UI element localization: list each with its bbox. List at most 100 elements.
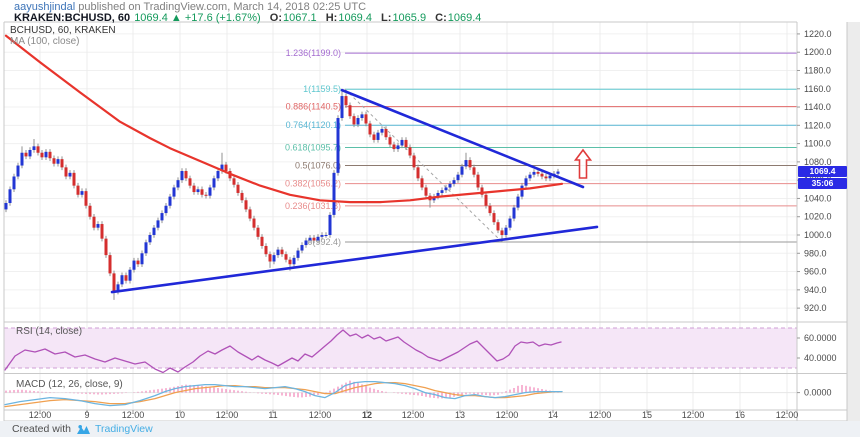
candle bbox=[188, 178, 192, 186]
candle bbox=[368, 123, 372, 135]
candle bbox=[12, 176, 16, 190]
candle bbox=[268, 254, 272, 262]
tradingview-link[interactable]: TradingView bbox=[76, 421, 153, 437]
price-tick-label: 940.0 bbox=[804, 285, 827, 295]
candle bbox=[512, 207, 516, 219]
candle bbox=[504, 227, 508, 235]
candle bbox=[20, 152, 24, 166]
fib-level-label: 0(992.4) bbox=[307, 237, 341, 247]
candle bbox=[184, 171, 188, 179]
change-up-arrow-icon: ▲ bbox=[170, 12, 182, 24]
time-tick-label: 12:00 bbox=[589, 410, 612, 420]
candle bbox=[344, 96, 348, 106]
candle bbox=[240, 192, 244, 201]
price-tick-label: 1040.0 bbox=[804, 193, 832, 203]
fib-anchor-dashed-line bbox=[344, 88, 503, 243]
symbol-status-row: KRAKEN:BCHUSD, 60 1069.4 ▲ +17.6 (+1.67%… bbox=[14, 12, 481, 24]
candle bbox=[32, 146, 36, 150]
candle bbox=[112, 273, 116, 292]
fib-level-label: 1.236(1199.0) bbox=[286, 48, 341, 58]
price-tick-label: 920.0 bbox=[804, 303, 827, 313]
time-tick-label: 12:00 bbox=[216, 410, 239, 420]
descending-resistance-trendline[interactable] bbox=[340, 88, 585, 189]
candle bbox=[412, 155, 416, 168]
price-tick-label: 1120.0 bbox=[804, 120, 831, 130]
candle bbox=[360, 114, 364, 119]
candle bbox=[172, 187, 176, 197]
candle bbox=[472, 167, 476, 175]
fib-retracement: 1.236(1199.0) 1(1159.5) 0.886(1140.5) 0.764… bbox=[285, 48, 797, 247]
candle bbox=[168, 196, 172, 206]
open-label: O: bbox=[269, 12, 282, 24]
price-tick-label: 1160.0 bbox=[804, 84, 831, 94]
candle bbox=[236, 184, 240, 193]
macd-pane-label: MACD (12, 26, close, 9) bbox=[16, 379, 123, 390]
time-tick-label: 12:00 bbox=[122, 410, 145, 420]
low-value: 1065.9 bbox=[392, 12, 427, 24]
candle bbox=[476, 174, 480, 188]
time-tick-label: 12:00 bbox=[309, 410, 332, 420]
ascending-support-trendline[interactable] bbox=[110, 225, 599, 294]
fib-level-label: 0.382(1056.2) bbox=[285, 179, 341, 189]
footer-bar: Created with TradingView bbox=[0, 421, 860, 437]
candle bbox=[64, 167, 68, 177]
candle bbox=[540, 173, 544, 177]
candle bbox=[448, 183, 452, 188]
candle bbox=[24, 152, 28, 157]
time-axis-scale[interactable] bbox=[4, 410, 797, 421]
time-tick-label: 11 bbox=[268, 410, 277, 420]
candle bbox=[536, 171, 540, 174]
candle bbox=[384, 128, 388, 138]
time-tick-label: 12:00 bbox=[682, 410, 705, 420]
candle bbox=[288, 259, 292, 265]
candle bbox=[500, 230, 504, 235]
candle bbox=[36, 146, 40, 153]
candle bbox=[524, 178, 528, 186]
price-axis-scale[interactable] bbox=[797, 22, 847, 421]
candle bbox=[256, 227, 260, 237]
candle bbox=[408, 147, 412, 156]
close-value: 1069.4 bbox=[447, 12, 482, 24]
fib-level-label: 0.5(1076.0) bbox=[295, 161, 341, 171]
candle bbox=[80, 191, 84, 195]
candle bbox=[128, 269, 132, 281]
candle bbox=[52, 158, 56, 164]
time-tick-label: 16 bbox=[735, 410, 745, 420]
candle bbox=[392, 144, 396, 150]
candle bbox=[144, 242, 148, 254]
candle bbox=[348, 105, 352, 117]
rsi-line bbox=[4, 329, 562, 374]
candle bbox=[356, 118, 360, 125]
rsi-tick-label: 60.0000 bbox=[804, 333, 837, 343]
last-price-badge: 1069.4 bbox=[798, 166, 847, 177]
time-tick-label: 12 bbox=[362, 410, 372, 420]
right-gutter bbox=[847, 22, 860, 421]
candle bbox=[44, 151, 48, 158]
candle bbox=[420, 178, 424, 188]
breakout-up-arrow[interactable] bbox=[573, 148, 593, 179]
candle bbox=[40, 152, 44, 158]
macd-layer bbox=[4, 380, 563, 408]
candle bbox=[300, 245, 304, 251]
fib-level-label: 0.236(1031.8) bbox=[285, 201, 341, 211]
candle bbox=[164, 205, 168, 214]
candle bbox=[4, 203, 8, 210]
candle bbox=[220, 164, 224, 172]
candle bbox=[400, 139, 404, 146]
candle bbox=[276, 249, 280, 256]
time-tick-label: 12:00 bbox=[496, 410, 519, 420]
high-value: 1069.4 bbox=[338, 12, 372, 24]
time-tick-label: 13 bbox=[455, 410, 465, 420]
candle bbox=[444, 187, 448, 191]
candle bbox=[468, 160, 472, 168]
candle bbox=[532, 171, 536, 175]
author-link[interactable]: aayushjindal bbox=[14, 1, 76, 13]
rsi-layer bbox=[4, 329, 562, 374]
price-tick-label: 960.0 bbox=[804, 267, 827, 277]
price-tick-label: 1020.0 bbox=[804, 212, 832, 222]
candle bbox=[244, 200, 248, 210]
candle bbox=[200, 189, 204, 195]
candle bbox=[364, 114, 368, 124]
